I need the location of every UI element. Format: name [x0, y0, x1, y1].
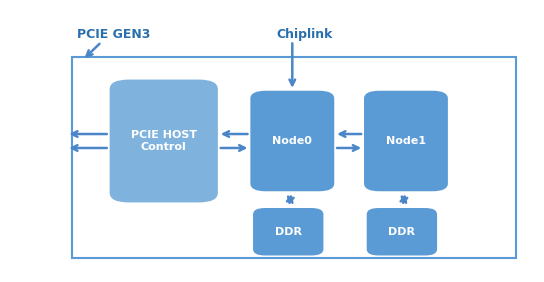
FancyBboxPatch shape [250, 91, 334, 191]
Text: PCIE HOST
Control: PCIE HOST Control [131, 130, 197, 152]
Text: Node1: Node1 [386, 136, 426, 146]
Text: Chiplink: Chiplink [276, 28, 333, 41]
FancyBboxPatch shape [364, 91, 448, 191]
FancyBboxPatch shape [253, 208, 324, 255]
Text: DDR: DDR [275, 227, 302, 237]
Text: Node0: Node0 [273, 136, 312, 146]
Text: DDR: DDR [388, 227, 416, 237]
FancyBboxPatch shape [110, 80, 218, 202]
Bar [72, 57, 516, 258]
FancyBboxPatch shape [367, 208, 437, 255]
Text: PCIE GEN3: PCIE GEN3 [77, 28, 151, 41]
